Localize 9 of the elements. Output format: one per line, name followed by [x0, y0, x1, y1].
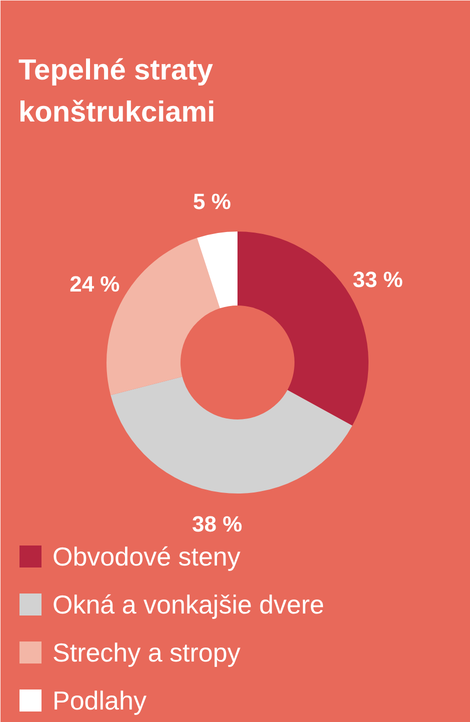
data-label: 33 %: [352, 267, 403, 292]
data-label: 5 %: [193, 189, 231, 214]
legend-label: Obvodové steny: [52, 542, 240, 572]
data-label: 38 %: [192, 512, 242, 537]
chart-title: Tepelné straty konštrukciami: [18, 54, 216, 128]
data-label: 24 %: [70, 271, 120, 296]
legend-label: Podlahy: [52, 686, 146, 716]
legend-label: Okná a vonkajšie dvere: [52, 590, 324, 620]
legend-label: Strechy a stropy: [52, 638, 240, 668]
